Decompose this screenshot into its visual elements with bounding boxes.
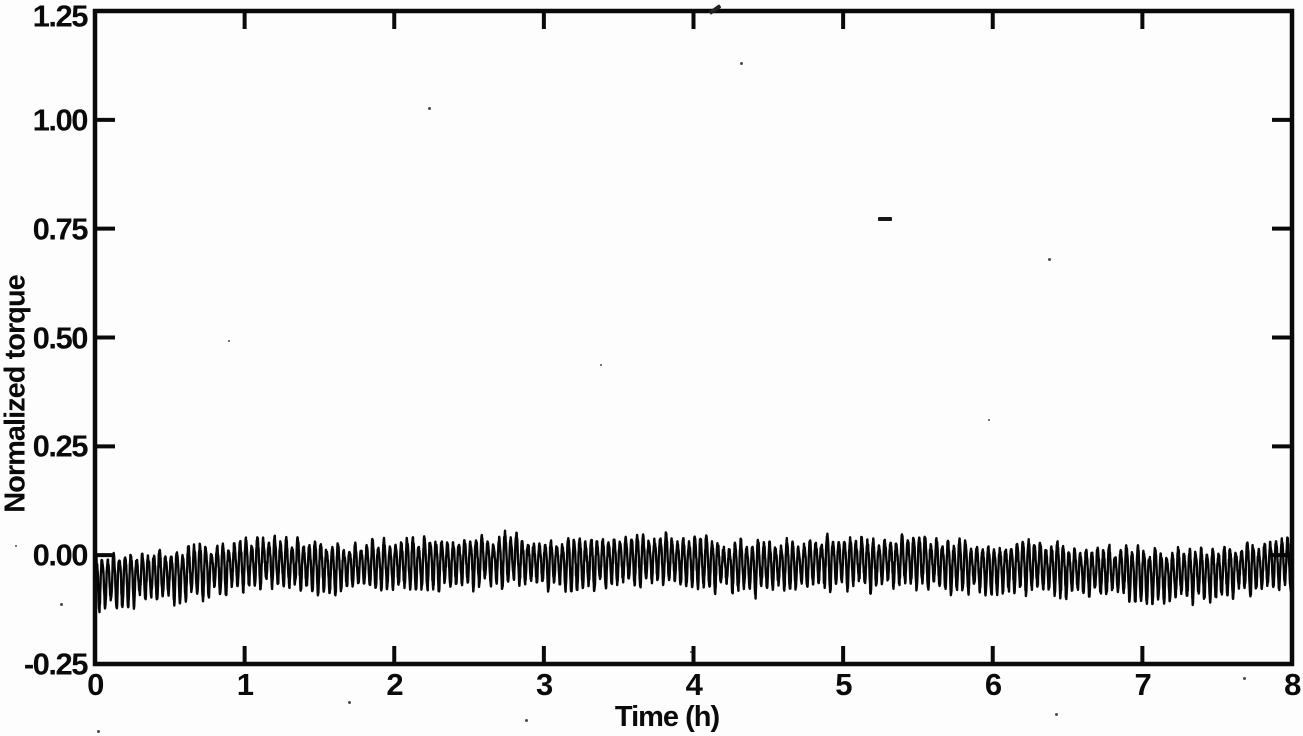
scan-speck: [97, 730, 100, 733]
x-tick-label: 0: [87, 667, 104, 702]
scan-speck: [15, 545, 17, 547]
scan-speck: [348, 701, 351, 704]
scan-speck: [60, 603, 63, 606]
scan-speck: [1243, 677, 1246, 680]
scan-speck: [740, 62, 743, 65]
x-tick-label: 3: [536, 667, 553, 702]
x-tick-label: 4: [685, 667, 703, 702]
y-tick-label: 1.25: [32, 0, 89, 34]
scan-speck: [525, 719, 528, 722]
y-tick-label: 0.50: [32, 320, 89, 355]
x-tick-label: 2: [386, 667, 403, 702]
scan-speck: [878, 217, 892, 221]
scan-speck: [228, 340, 230, 342]
y-tick-label: 0.75: [32, 211, 89, 247]
scan-speck: [1055, 713, 1058, 716]
x-tick-label: 6: [984, 667, 1002, 702]
torque-signal-trace: [93, 529, 1294, 614]
y-tick-label: -0.25: [23, 646, 89, 682]
y-axis-title: Normalized torque: [0, 275, 32, 513]
x-tick-label: 7: [1134, 667, 1152, 702]
scan-speck: [988, 419, 990, 421]
scan-speck: [1048, 258, 1051, 261]
x-tick-label: 5: [835, 667, 852, 702]
plot-border: [92, 8, 1295, 667]
scan-speck: [600, 364, 602, 366]
scan-speck: [690, 651, 692, 653]
x-axis-title: Time (h): [614, 701, 720, 733]
scan-speck: [428, 107, 431, 110]
y-tick-label: 1.00: [32, 102, 89, 138]
x-tick-label: 1: [236, 667, 254, 702]
y-tick-label: 0.25: [32, 428, 89, 464]
y-tick-label: 0.00: [32, 537, 89, 573]
x-tick-label: 8: [1284, 667, 1301, 702]
